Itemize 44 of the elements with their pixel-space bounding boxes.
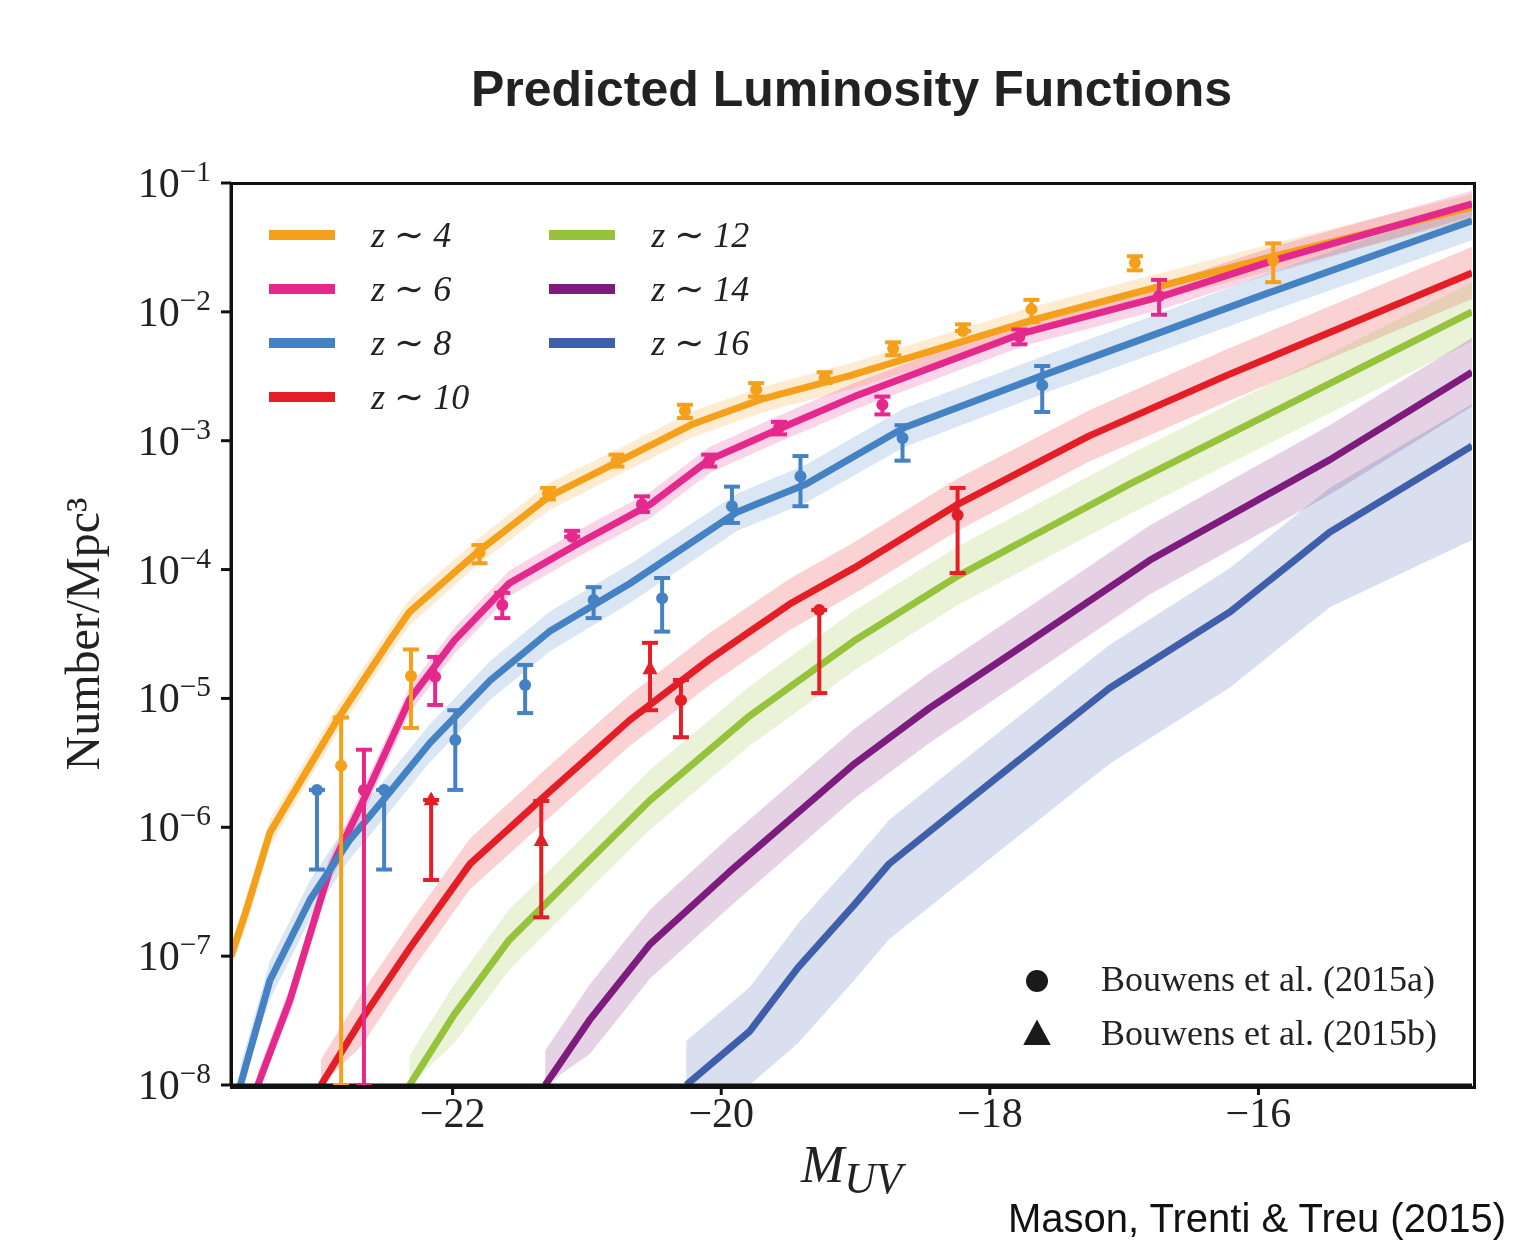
point: [404, 670, 417, 683]
point: [956, 325, 969, 338]
y-tick-label: 10$^{−1}$: [137, 155, 211, 206]
y-tick-label: 10$^{−3}$: [137, 412, 211, 464]
point: [429, 670, 442, 683]
point: [378, 783, 391, 796]
x-tick-label: −20: [688, 1089, 755, 1136]
point: [1013, 330, 1026, 343]
point: [473, 546, 486, 559]
legend-label: z ∼ 12: [651, 214, 750, 256]
x-tick-label: −22: [419, 1089, 486, 1136]
y-tick-label: 10$^{−2}$: [137, 283, 211, 335]
y-tick-label: 10$^{−6}$: [137, 799, 211, 851]
point: [656, 592, 669, 605]
legend-label: z ∼ 8: [371, 322, 452, 364]
legend-label: z ∼ 10: [371, 376, 470, 418]
y-tick-label: 10$^{−4}$: [137, 541, 212, 593]
y-tick-label: 10$^{−7}$: [137, 928, 211, 980]
legend-label: z ∼ 16: [651, 322, 750, 364]
point: [449, 734, 462, 747]
point: [1036, 379, 1049, 392]
legend-label: z ∼ 4: [371, 214, 452, 256]
point: [1025, 303, 1038, 316]
legend-label: z ∼ 6: [371, 268, 452, 310]
y-tick-label: 10$^{−5}$: [137, 670, 211, 722]
chart-title: Predicted Luminosity Functions: [469, 60, 1234, 118]
point: [794, 470, 807, 483]
point: [423, 791, 439, 806]
point: [310, 783, 323, 796]
legend-label: z ∼ 14: [651, 268, 750, 310]
annotation: Bouwens et al. (2015b): [1101, 1012, 1437, 1054]
point: [496, 599, 509, 612]
point: [533, 832, 549, 846]
y-axis-title: Number/Mpc³: [54, 497, 110, 771]
annotation: Bouwens et al. (2015a): [1101, 958, 1435, 1000]
point: [519, 679, 532, 692]
point: [335, 759, 348, 772]
y-tick-label: 10$^{−8}$: [137, 1057, 211, 1108]
point: [896, 431, 909, 444]
x-tick-label: −18: [956, 1089, 1023, 1136]
point: [876, 398, 889, 411]
x-tick-label: −16: [1225, 1089, 1292, 1136]
text: Mason, Trenti & Treu (2015): [1007, 1196, 1506, 1241]
point: [725, 500, 738, 513]
